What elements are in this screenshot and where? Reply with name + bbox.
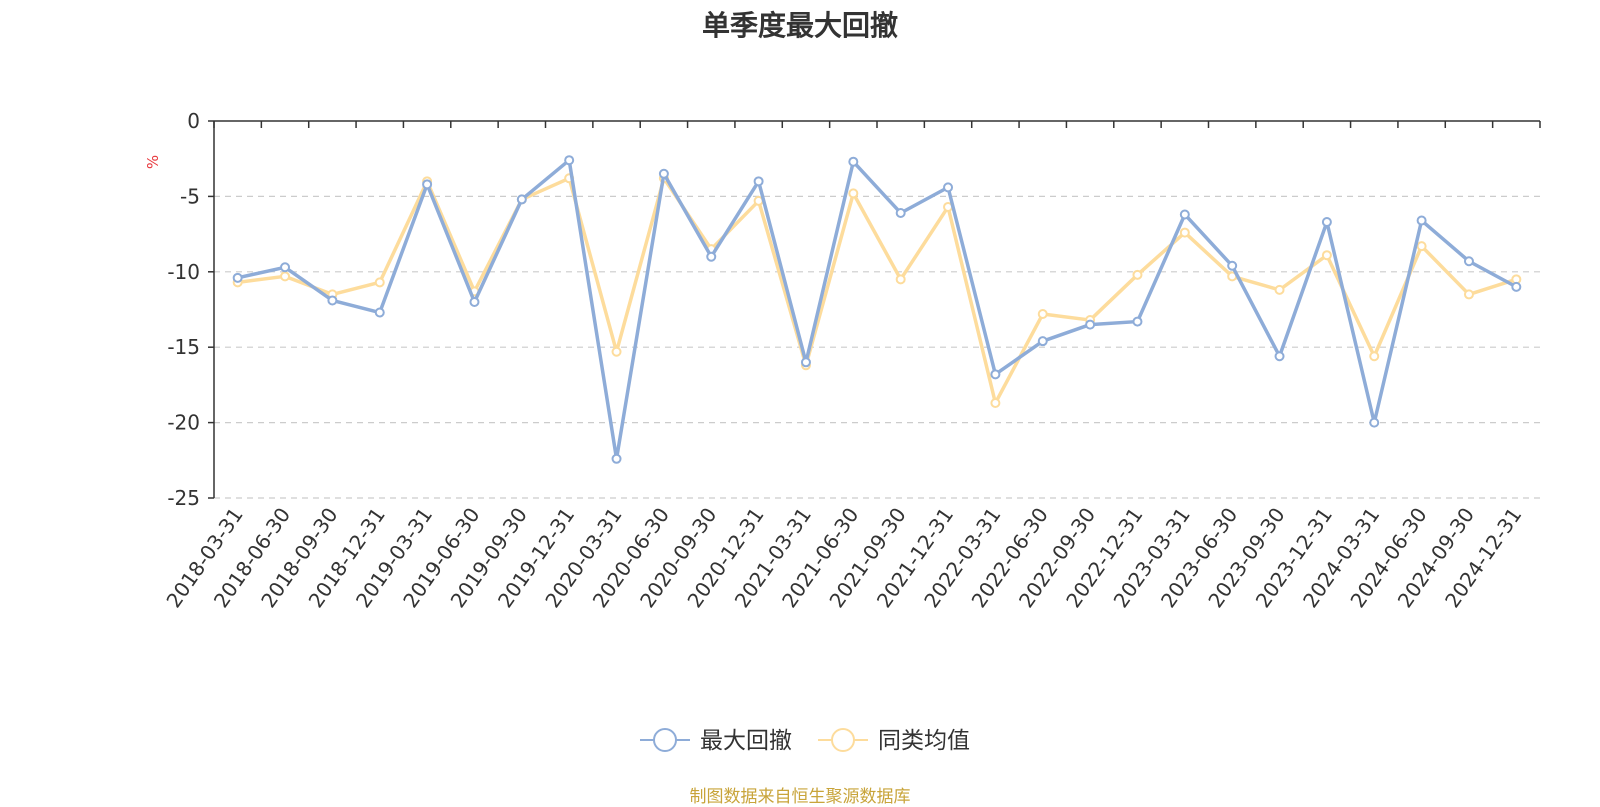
series-1-point xyxy=(706,251,717,262)
series-1-point xyxy=(1369,417,1380,428)
series-1-point xyxy=(280,262,291,273)
series-2-point xyxy=(611,346,622,357)
series-line-2 xyxy=(237,176,1517,405)
y-tick-label: -20 xyxy=(167,411,200,435)
series-2-point xyxy=(895,274,906,285)
series-1-point xyxy=(895,207,906,218)
y-tick-label: -15 xyxy=(167,335,200,359)
series-line-1 xyxy=(237,158,1518,461)
legend-label: 最大回撤 xyxy=(700,728,792,754)
series-1-point xyxy=(1085,319,1096,330)
series-2-point xyxy=(1463,289,1474,300)
series-1-point xyxy=(1511,281,1522,292)
series-2-point xyxy=(1369,351,1380,362)
series-1-point xyxy=(753,176,764,187)
series-1-point xyxy=(1132,316,1143,327)
series-1-point xyxy=(658,168,669,179)
series-2-point xyxy=(990,397,1001,408)
series-1-point xyxy=(800,357,811,368)
series-1-point xyxy=(327,295,338,306)
y-tick-label: -25 xyxy=(167,486,200,510)
series-1-point xyxy=(990,369,1001,380)
series-1-point xyxy=(1179,209,1190,220)
series-2-point xyxy=(1274,284,1285,295)
series-2-point xyxy=(1037,309,1048,320)
chart-title: 单季度最大回撤 xyxy=(701,9,898,42)
series-1-point xyxy=(564,155,575,166)
series-1-point xyxy=(1321,217,1332,228)
legend-label: 同类均值 xyxy=(878,728,970,754)
series-1-point xyxy=(1274,351,1285,362)
series-1-point xyxy=(232,272,243,283)
series-1-point xyxy=(1463,256,1474,267)
series-2-point xyxy=(1132,269,1143,280)
series-1-point xyxy=(1416,215,1427,226)
series-1-point xyxy=(1227,260,1238,271)
series-1-point xyxy=(469,296,480,307)
legend-marker xyxy=(653,728,677,752)
y-axis-label: % xyxy=(144,155,162,169)
series-1-point xyxy=(516,194,527,205)
series-1-point xyxy=(374,307,385,318)
series-1-point xyxy=(848,156,859,167)
series-2-point xyxy=(1179,227,1190,238)
series-2-point xyxy=(848,188,859,199)
legend-marker xyxy=(831,728,855,752)
series-1-point xyxy=(943,182,954,193)
series-2-point xyxy=(1321,250,1332,261)
series-1-point xyxy=(611,453,622,464)
data-source-footer: 制图数据来自恒生聚源数据库 xyxy=(689,787,911,807)
series-1-point xyxy=(422,179,433,190)
y-tick-label: -5 xyxy=(180,184,200,208)
y-tick-label: -10 xyxy=(167,260,200,284)
y-tick-label: 0 xyxy=(187,109,200,133)
series-2-point xyxy=(1416,241,1427,252)
series-2-point xyxy=(280,271,291,282)
series-1-point xyxy=(1037,336,1048,347)
series-2-point xyxy=(374,277,385,288)
